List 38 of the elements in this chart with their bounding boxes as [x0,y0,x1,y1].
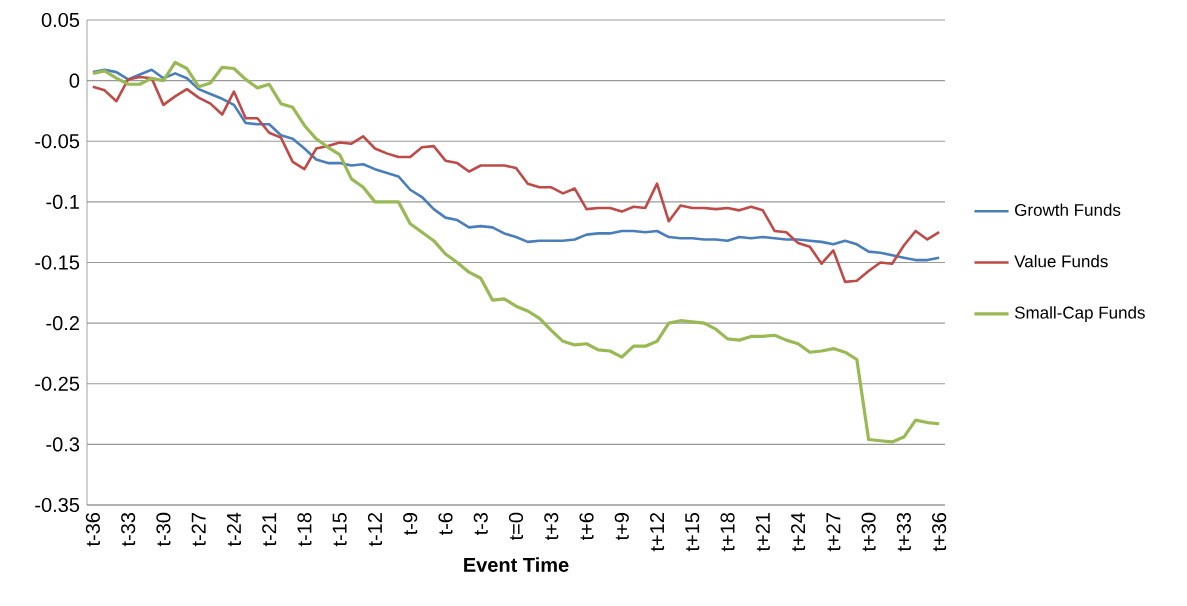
x-tick-label: t+21 [755,513,770,552]
y-tick-label: -0.3 [46,437,80,452]
x-axis-title: Event Time [464,557,569,572]
y-tick-label: 0 [69,73,80,88]
legend-label: Small-Cap Funds [1014,306,1145,322]
x-tick-label: t-30 [156,512,171,547]
x-tick-label: t-18 [297,512,312,547]
x-tick-label: t-3 [473,512,488,536]
y-tick-label: 0.05 [41,12,80,28]
x-tick-label: t+27 [826,513,841,552]
legend-label: Value Funds [1014,254,1108,268]
x-tick-label: t-27 [191,513,206,547]
x-tick-label: t-36 [85,512,100,547]
y-tick-label: -0.15 [35,255,80,270]
x-tick-label: t+30 [861,512,876,552]
x-tick-label: t+3 [544,512,559,541]
x-tick-label: t-9 [403,512,418,536]
legend-label: Growth Funds [1015,203,1121,216]
x-tick-label: t-6 [438,512,453,536]
x-tick-label: t-33 [121,512,136,547]
x-tick-label: t+6 [579,512,594,541]
x-tick-label: t+12 [649,513,665,552]
x-tick-label: t=0 [508,512,524,541]
x-tick-label: t-12 [367,513,383,547]
y-tick-label: -0.05 [35,134,80,149]
x-tick-label: t-15 [332,512,347,547]
y-tick-label: -0.2 [46,316,79,331]
x-tick-label: t+9 [614,512,629,541]
x-tick-label: t+24 [791,512,806,552]
y-tick-label: -0.1 [46,194,79,209]
x-tick-label: t+15 [685,512,700,552]
y-tick-label: -0.25 [35,376,80,391]
x-tick-label: t+36 [932,512,947,552]
x-tick-label: t+18 [720,512,735,552]
y-tick-label: -0.35 [35,497,80,513]
x-tick-label: t-21 [262,513,277,547]
x-tick-label: t+33 [896,512,911,552]
x-tick-label: t-24 [226,512,241,547]
